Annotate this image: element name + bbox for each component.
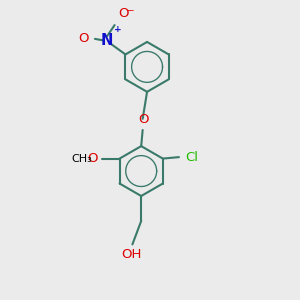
Text: O: O [138,113,148,127]
Text: OH: OH [122,248,142,261]
Text: +: + [114,25,122,34]
Text: O: O [87,152,98,165]
Text: Cl: Cl [185,151,198,164]
Text: O: O [79,32,89,45]
Text: −: − [126,5,133,14]
Text: N: N [101,33,113,48]
Text: CH₃: CH₃ [71,154,92,164]
Text: O: O [118,7,129,20]
